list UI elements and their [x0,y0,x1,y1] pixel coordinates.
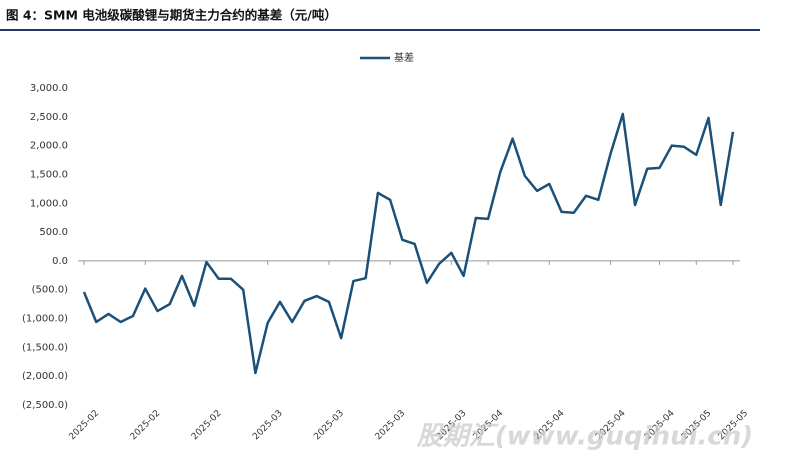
y-tick-label: (2,500.0) [22,400,68,411]
y-tick-label: 1,000.0 [30,198,68,209]
series-line [82,112,735,375]
legend-label: 基差 [394,51,414,64]
x-tick-label: 2025-03 [312,409,346,443]
y-tick-label: (1,500.0) [22,342,68,353]
y-tick-label: 1,500.0 [30,169,68,180]
y-tick-label: 2,000.0 [30,141,68,152]
x-tick-label: 2025-02 [190,409,224,443]
y-tick-label: 500.0 [39,227,68,238]
y-tick-label: 3,000.0 [30,83,68,94]
y-tick-label: (2,000.0) [22,371,68,382]
chart-title: 图 4：SMM 电池级碳酸锂与期货主力合约的基差（元/吨） [6,8,337,23]
watermark: 股期汇(www.guqihui.cn) [416,422,753,452]
y-tick-label: 2,500.0 [30,112,68,123]
x-tick-label: 2025-03 [374,409,408,443]
y-tick-label: 0.0 [52,256,68,267]
x-tick-label: 2025-03 [251,409,285,443]
y-tick-label: (500.0) [32,285,69,296]
y-tick-label: (1,000.0) [22,314,68,325]
x-tick-label: 2025-02 [129,409,163,443]
x-tick-label: 2025-02 [68,409,102,443]
